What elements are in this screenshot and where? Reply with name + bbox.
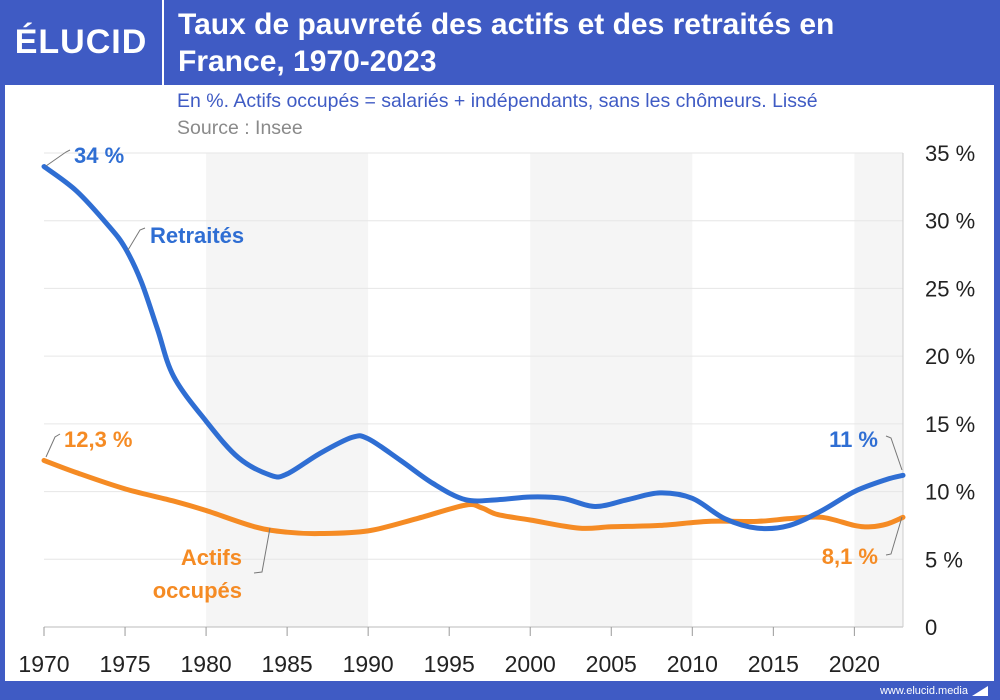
x-tick-label: 1985 <box>262 651 313 677</box>
y-tick-label: 35 % <box>925 141 975 166</box>
x-tick-label: 1970 <box>18 651 69 677</box>
shaded-band <box>206 153 369 627</box>
chart-source: Source : Insee <box>177 117 303 139</box>
y-tick-label: 15 % <box>925 412 975 437</box>
actifs-start-label: 12,3 % <box>64 427 133 452</box>
chart-frame <box>5 85 994 681</box>
x-tick-label: 2015 <box>748 651 799 677</box>
leader-line <box>253 527 271 574</box>
y-tick-label: 5 % <box>925 547 963 572</box>
y-tick-label: 20 % <box>925 344 975 369</box>
y-tick-label: 25 % <box>925 276 975 301</box>
header-divider <box>162 0 164 85</box>
retraites-start-label: 34 % <box>74 143 124 168</box>
series-line-actifs-occupes <box>41 457 906 537</box>
leader-line <box>45 433 61 458</box>
y-tick-label: 30 % <box>925 209 975 234</box>
x-tick-label: 2010 <box>667 651 718 677</box>
y-tick-label: 10 % <box>925 480 975 505</box>
retraites-end-label: 11 % <box>829 427 878 452</box>
footer-url[interactable]: www.elucid.media <box>879 685 968 697</box>
leader-line <box>45 149 71 167</box>
chart-title: Taux de pauvreté des actifs et des retra… <box>178 8 835 78</box>
x-tick-label: 1980 <box>180 651 231 677</box>
shaded-band <box>854 153 903 627</box>
actifs-series-label-line1: Actifs <box>181 545 242 570</box>
series-line-retraites <box>41 164 906 532</box>
actifs-end-label: 8,1 % <box>822 544 878 569</box>
x-tick-label: 1995 <box>424 651 475 677</box>
leader-line <box>885 516 903 556</box>
elucid-mark-icon <box>972 686 988 696</box>
actifs-series-label-line2: occupés <box>153 578 242 603</box>
x-tick-label: 2000 <box>505 651 556 677</box>
elucid-logo: ÉLUCID <box>14 23 148 61</box>
chart-subtitle: En %. Actifs occupés = salariés + indépe… <box>177 90 818 112</box>
x-tick-label: 2020 <box>829 651 880 677</box>
leader-line <box>885 435 903 471</box>
retraites-series-label: Retraités <box>150 223 244 248</box>
leader-line <box>127 227 146 251</box>
x-tick-label: 1990 <box>343 651 394 677</box>
x-tick-label: 2005 <box>586 651 637 677</box>
shaded-band <box>530 153 693 627</box>
x-tick-label: 1975 <box>99 651 150 677</box>
y-tick-label: 0 <box>925 615 937 640</box>
